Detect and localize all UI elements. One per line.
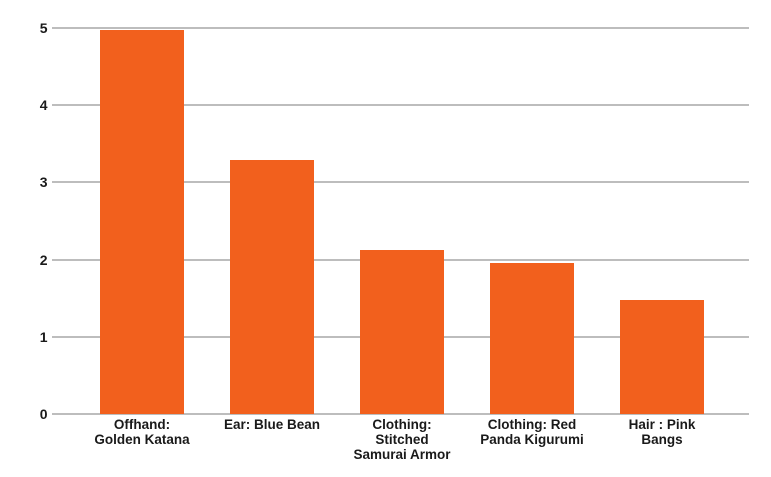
- y-tick-label-0: 0: [39, 406, 48, 422]
- bar-hair-pink-bangs: [620, 299, 704, 414]
- y-tick-label-3: 3: [39, 174, 48, 191]
- x-tick-label-clothing-red-panda-kigurumi: Clothing: Red Panda Kigurumi: [480, 417, 584, 447]
- gridline-0: [52, 413, 749, 415]
- y-tick-label-2: 2: [39, 251, 48, 268]
- x-tick-label-hair-pink-bangs: Hair : Pink Bangs: [628, 417, 696, 447]
- bar-offhand-golden-katana: [100, 30, 184, 414]
- x-tick-label-offhand-golden-katana: Offhand: Golden Katana: [94, 417, 190, 447]
- y-tick-label-1: 1: [39, 328, 48, 345]
- x-tick-label-clothing-stitched-samurai-armor: Clothing: Stitched Samurai Armor: [353, 417, 451, 462]
- bar-clothing-stitched-samurai-armor: [360, 250, 444, 414]
- gridline-3: [52, 181, 749, 184]
- bar-ear-blue-bean: [230, 160, 314, 414]
- gridline-5: [52, 27, 749, 29]
- y-tick-label-4: 4: [39, 97, 48, 114]
- y-tick-label-5: 5: [39, 20, 48, 36]
- bar-clothing-red-panda-kigurumi: [490, 263, 574, 414]
- gridline-4: [52, 104, 749, 107]
- x-tick-label-ear-blue-bean: Ear: Blue Bean: [223, 417, 321, 432]
